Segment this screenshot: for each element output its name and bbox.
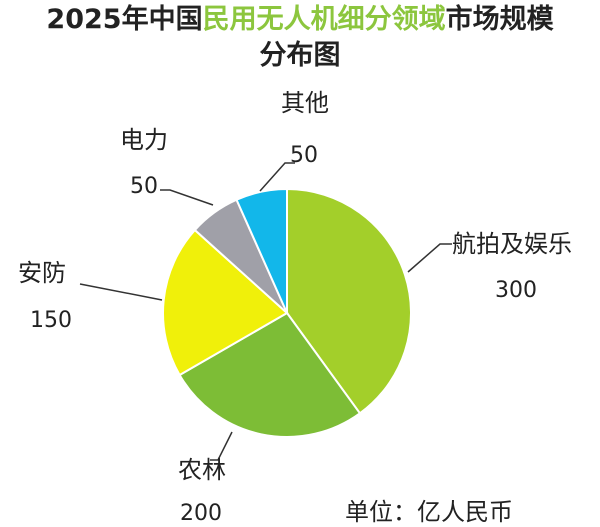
slice-label-2: 农林: [178, 456, 226, 484]
leader-line-2: [210, 431, 233, 461]
slice-value-3: 150: [30, 308, 72, 333]
slice-label-3: 安防: [18, 259, 66, 287]
leader-line-3: [79, 283, 163, 301]
leader-line-1: [407, 243, 452, 273]
chart-title: 2025年中国民用无人机细分领域市场规模 分布图: [0, 2, 600, 74]
slice-label-4: 电力: [120, 126, 168, 154]
leader-line-5: [259, 162, 295, 192]
slice-value-5: 50: [290, 143, 318, 168]
slice-label-1: 航拍及娱乐: [452, 230, 572, 258]
chart-title-line1: 2025年中国民用无人机细分领域市场规模: [0, 2, 600, 38]
pie-slice-5: [235, 187, 288, 314]
unit-note: 单位：亿人民币: [345, 498, 513, 526]
slice-value-4: 50: [130, 174, 158, 199]
title-part3: 市场规模: [445, 4, 554, 35]
slice-label-5: 其他: [281, 89, 329, 117]
title-part2-highlight: 民用无人机细分领域: [202, 4, 446, 35]
chart-title-line2: 分布图: [259, 40, 341, 71]
pie-slice-2: [178, 311, 362, 438]
pie-slice-3: [162, 228, 289, 377]
title-part1: 2025年中国: [46, 4, 203, 35]
slice-value-2: 200: [180, 501, 222, 523]
leader-line-4: [160, 189, 214, 206]
slice-value-1: 300: [495, 278, 537, 303]
pie-slice-1: [286, 187, 412, 415]
